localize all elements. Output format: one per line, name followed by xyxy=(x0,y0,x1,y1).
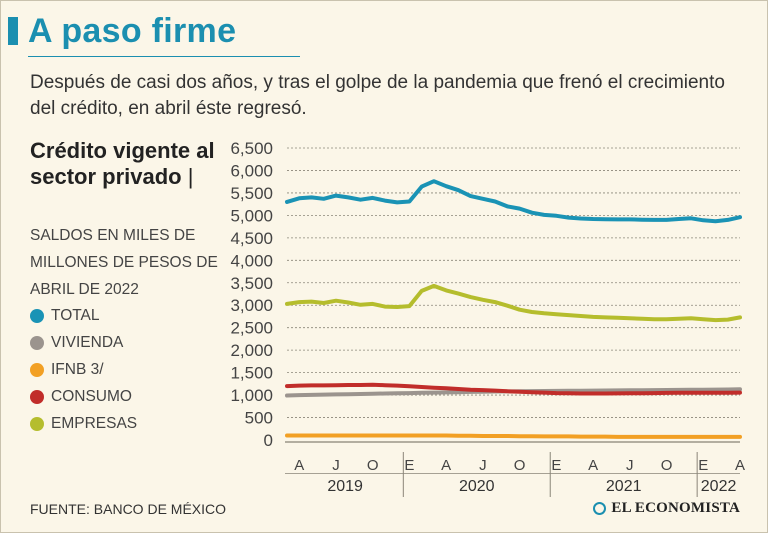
year-label: 2021 xyxy=(606,478,642,495)
x-tick-label: J xyxy=(332,457,340,474)
series-line-ifnb-3 xyxy=(285,433,742,439)
x-tick-label: E xyxy=(404,457,414,474)
chart-title-separator: | xyxy=(187,164,194,189)
x-tick-label: O xyxy=(514,457,526,474)
y-tick-label: 6,000 xyxy=(230,161,273,180)
x-tick-label: A xyxy=(588,457,598,474)
y-tick-label: 4,000 xyxy=(230,251,273,270)
legend-item-ifnb: IFNB 3/ xyxy=(30,356,137,383)
source-note: FUENTE: BANCO DE MÉXICO xyxy=(30,501,227,517)
title-underline xyxy=(28,56,300,57)
legend-label-total: TOTAL xyxy=(51,306,100,324)
y-tick-label: 5,000 xyxy=(230,206,273,225)
chart-title-block: Crédito vigente al sector privado | xyxy=(30,138,230,190)
units-label: SALDOS EN MILES DE MILLONES DE PESOS DE … xyxy=(30,227,218,298)
y-tick-label: 3,500 xyxy=(230,274,273,293)
y-tick-label: 6,500 xyxy=(230,139,273,158)
legend-label-empresas: EMPRESAS xyxy=(51,414,138,432)
brand-logo: EL ECONOMISTA xyxy=(593,500,740,517)
x-tick-label: A xyxy=(441,457,451,474)
legend-dot-ifnb xyxy=(30,362,44,377)
legend-dot-empresas xyxy=(30,416,44,431)
page-title: A paso firme xyxy=(28,12,237,50)
y-tick-label: 1,000 xyxy=(230,386,273,405)
title-accent-bar xyxy=(8,17,18,45)
legend-item-consumo: CONSUMO xyxy=(30,383,137,410)
y-tick-label: 3,000 xyxy=(230,296,273,315)
legend: TOTAL VIVIENDA IFNB 3/ CONSUMO EMPRESAS xyxy=(30,302,137,437)
x-tick-label: E xyxy=(551,457,561,474)
y-tick-label: 500 xyxy=(245,409,273,428)
year-label: 2020 xyxy=(459,478,495,495)
x-tick-label: J xyxy=(626,457,634,474)
chart-title: Crédito vigente al sector privado xyxy=(30,138,215,189)
legend-label-vivienda: VIVIENDA xyxy=(51,333,124,351)
y-tick-label: 5,500 xyxy=(230,184,273,203)
legend-item-total: TOTAL xyxy=(30,302,137,329)
legend-dot-vivienda xyxy=(30,335,44,350)
x-tick-label: E xyxy=(698,457,708,474)
y-tick-label: 2,000 xyxy=(230,341,273,360)
legend-dot-consumo xyxy=(30,389,44,404)
brand-mark-icon xyxy=(593,502,607,515)
legend-label-ifnb: IFNB 3/ xyxy=(51,360,104,378)
legend-dot-total xyxy=(30,308,44,323)
legend-item-empresas: EMPRESAS xyxy=(30,410,137,437)
x-tick-label: A xyxy=(735,457,745,474)
y-tick-label: 0 xyxy=(264,431,273,450)
x-tick-label: O xyxy=(661,457,673,474)
y-tick-label: 1,500 xyxy=(230,364,273,383)
legend-label-consumo: CONSUMO xyxy=(51,387,132,405)
x-tick-label: J xyxy=(479,457,487,474)
year-label: 2019 xyxy=(327,478,363,495)
series-line-total xyxy=(285,179,742,224)
page-subtitle: Después de casi dos años, y tras el golp… xyxy=(30,72,725,119)
x-tick-label: A xyxy=(294,457,304,474)
y-tick-label: 4,500 xyxy=(230,229,273,248)
legend-item-vivienda: VIVIENDA xyxy=(30,329,137,356)
brand-name: EL ECONOMISTA xyxy=(611,500,740,516)
x-tick-label: O xyxy=(367,457,379,474)
y-tick-label: 2,500 xyxy=(230,319,273,338)
year-label: 2022 xyxy=(701,478,737,495)
series-line-consumo xyxy=(285,382,742,396)
series-line-empresas xyxy=(285,283,742,323)
